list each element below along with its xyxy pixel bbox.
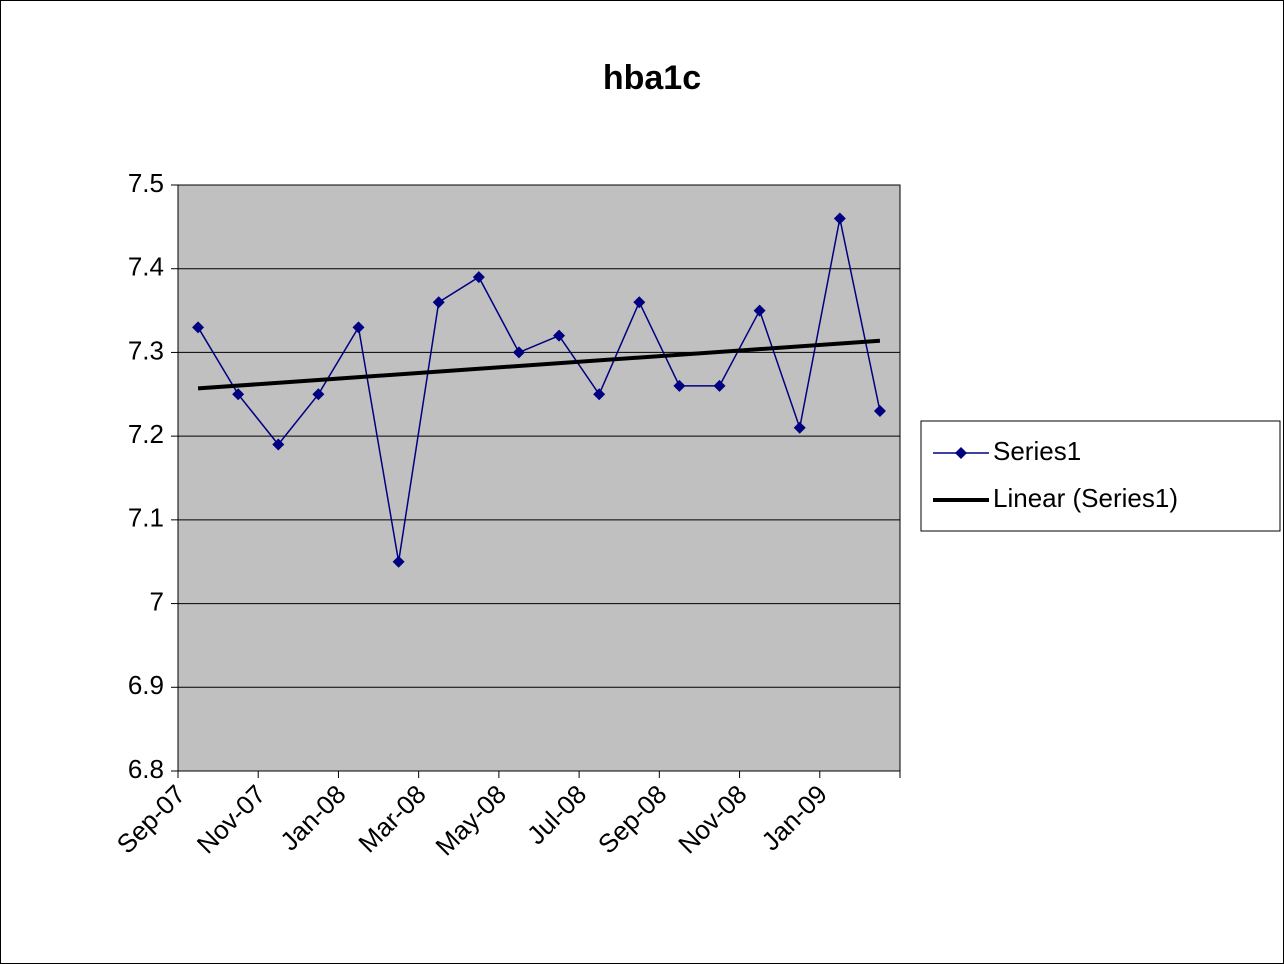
data-point <box>553 329 566 342</box>
legend-label: Linear (Series1) <box>993 483 1178 513</box>
legend <box>920 420 1281 532</box>
data-point <box>312 388 325 401</box>
y-tick-label: 7.1 <box>128 503 164 533</box>
data-point <box>512 346 525 359</box>
legend-marker <box>955 447 967 459</box>
chart-title: hba1c <box>603 59 701 97</box>
y-tick-label: 6.8 <box>128 754 164 784</box>
y-tick-label: 7 <box>150 586 164 616</box>
data-point <box>873 405 886 418</box>
plot-border <box>177 184 901 772</box>
data-point <box>753 304 766 317</box>
data-point <box>192 321 205 334</box>
y-tick-label: 7.5 <box>128 168 164 198</box>
y-tick-label: 6.9 <box>128 670 164 700</box>
data-point <box>272 438 285 451</box>
plot-area <box>178 185 900 771</box>
legend-label: Series1 <box>993 436 1081 466</box>
data-point <box>352 321 365 334</box>
trendline <box>197 338 881 391</box>
data-point <box>633 296 646 309</box>
data-point <box>432 296 445 309</box>
data-point <box>232 388 245 401</box>
data-point <box>833 212 846 225</box>
y-tick-label: 7.4 <box>128 252 164 282</box>
y-tick-label: 7.2 <box>128 419 164 449</box>
data-point <box>673 379 686 392</box>
data-point <box>593 388 606 401</box>
series-line <box>197 218 881 562</box>
data-point <box>392 555 405 568</box>
y-tick-label: 7.3 <box>128 335 164 365</box>
data-point <box>472 271 485 284</box>
data-point <box>713 379 726 392</box>
data-point <box>793 421 806 434</box>
